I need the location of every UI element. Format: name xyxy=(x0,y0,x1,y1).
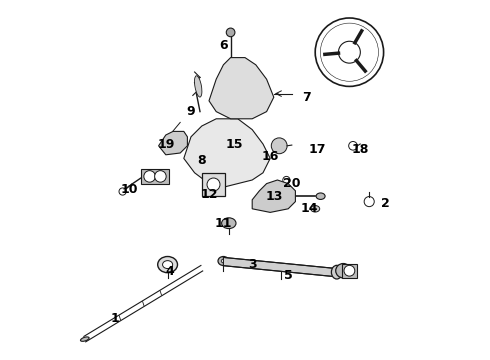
Text: 10: 10 xyxy=(121,183,139,195)
Text: 4: 4 xyxy=(165,265,174,278)
Circle shape xyxy=(155,171,166,182)
Ellipse shape xyxy=(158,256,177,273)
Bar xyxy=(141,169,170,184)
Ellipse shape xyxy=(336,264,351,278)
Text: 6: 6 xyxy=(219,39,228,51)
Polygon shape xyxy=(223,257,333,276)
Ellipse shape xyxy=(331,265,342,279)
Polygon shape xyxy=(209,58,274,119)
Circle shape xyxy=(226,28,235,37)
Circle shape xyxy=(252,149,263,159)
Text: 3: 3 xyxy=(248,258,256,271)
Ellipse shape xyxy=(195,76,202,97)
Circle shape xyxy=(119,188,126,195)
Text: 5: 5 xyxy=(284,269,293,282)
Text: 13: 13 xyxy=(265,190,283,203)
Ellipse shape xyxy=(221,218,236,229)
Ellipse shape xyxy=(311,206,319,212)
Polygon shape xyxy=(252,180,295,212)
Text: 1: 1 xyxy=(111,312,120,325)
Text: 11: 11 xyxy=(215,217,232,230)
Ellipse shape xyxy=(218,256,229,266)
Text: 17: 17 xyxy=(308,143,326,156)
Text: 9: 9 xyxy=(187,105,196,118)
Bar xyxy=(202,173,225,196)
Text: 15: 15 xyxy=(225,138,243,150)
Circle shape xyxy=(207,178,220,191)
Circle shape xyxy=(364,197,374,207)
Text: 19: 19 xyxy=(157,138,174,150)
Circle shape xyxy=(229,132,243,145)
Text: 18: 18 xyxy=(351,143,369,156)
Text: 20: 20 xyxy=(283,177,300,190)
Circle shape xyxy=(315,18,384,86)
Circle shape xyxy=(344,265,355,276)
Text: 12: 12 xyxy=(200,188,218,201)
Text: 8: 8 xyxy=(197,154,206,167)
Text: 16: 16 xyxy=(262,150,279,163)
Circle shape xyxy=(349,141,357,150)
Text: 7: 7 xyxy=(302,91,311,104)
Circle shape xyxy=(283,176,290,184)
Ellipse shape xyxy=(80,337,89,341)
Circle shape xyxy=(271,138,287,154)
Circle shape xyxy=(144,171,155,182)
Text: 14: 14 xyxy=(301,202,318,215)
Bar xyxy=(342,264,357,278)
Circle shape xyxy=(339,41,360,63)
Ellipse shape xyxy=(163,261,172,269)
Polygon shape xyxy=(184,119,270,187)
Ellipse shape xyxy=(316,193,325,199)
Ellipse shape xyxy=(221,259,225,263)
Text: 2: 2 xyxy=(381,197,390,210)
Ellipse shape xyxy=(199,143,208,156)
Polygon shape xyxy=(159,131,187,155)
